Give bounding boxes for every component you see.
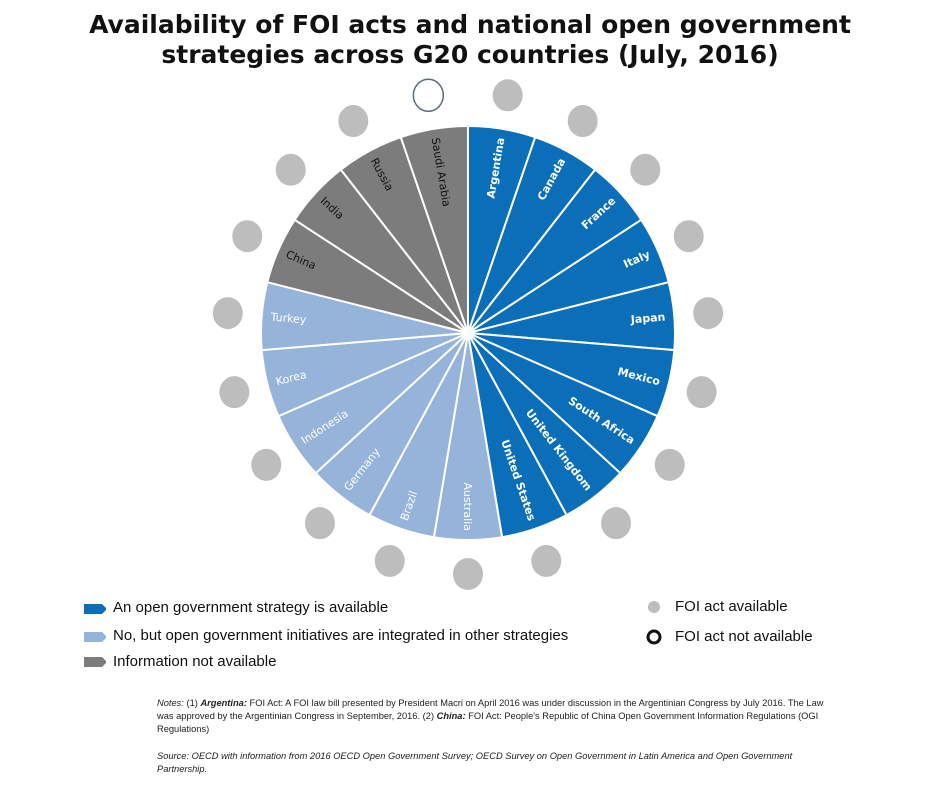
- foi-dot-mexico: [686, 376, 717, 409]
- legend-integrated-swatch: [84, 632, 106, 642]
- legend-foi-not-available-label: FOI act not available: [675, 628, 813, 645]
- slice-saudi-arabia: [399, 124, 469, 334]
- foi-dot-russia: [338, 105, 369, 138]
- legend-foi-available-label: FOI act available: [675, 598, 788, 615]
- foi-dot-turkey: [212, 297, 243, 330]
- foi-dot-brazil: [374, 544, 405, 577]
- foi-dot-indonesia: [251, 448, 282, 481]
- foi-dot-italy: [673, 220, 704, 253]
- notes-n1: (1): [186, 698, 198, 708]
- foi-dot-korea: [219, 376, 250, 409]
- legend-not-available-label: Information not available: [113, 653, 277, 670]
- notes-china-text: FOI Act: People's Republic of China Open…: [157, 711, 819, 734]
- foi-dot-china: [232, 220, 263, 253]
- legend-foi-not-available-ring-icon: [646, 629, 662, 645]
- foi-dot-saudi-arabia: [412, 78, 445, 113]
- title-line-2: strategies across G20 countries (July, 2…: [161, 40, 779, 69]
- notes-argentina-label: Argentina:: [200, 698, 247, 708]
- label-japan: Japan: [629, 311, 666, 327]
- foi-dot-canada: [567, 105, 598, 138]
- source-note: Source: OECD with information from 2016 …: [157, 751, 793, 774]
- notes-paragraph: Notes: (1) Argentina: FOI Act: A FOI law…: [157, 697, 829, 736]
- g20-pie-chart: Argentina CanadaFranceItalyJapanMexicoSou…: [212, 78, 724, 590]
- notes-argentina-text: FOI Act: A FOI law bill presented by Pre…: [157, 698, 824, 721]
- foi-dot-japan: [693, 297, 724, 330]
- legend-not-available-swatch: [84, 657, 106, 667]
- legend-strategy-swatch: [84, 604, 106, 614]
- foi-dot-australia: [453, 558, 483, 590]
- foi-dot-united-kingdom: [601, 507, 632, 540]
- label-turkey: Turkey: [269, 310, 307, 326]
- notes-china-label: China:: [436, 711, 466, 721]
- legend-foi-available-dot-icon: [648, 601, 660, 613]
- foi-dot-france: [630, 153, 661, 186]
- foi-dot-united-states: [531, 544, 562, 577]
- title-line-1: Availability of FOI acts and national op…: [89, 10, 851, 39]
- foi-dot-argentina: [492, 79, 523, 112]
- chart-title: Availability of FOI acts and national op…: [40, 10, 900, 70]
- legend-strategy-label: An open government strategy is available: [113, 599, 389, 616]
- foi-dot-germany: [304, 507, 335, 540]
- notes-n2: (2): [422, 711, 435, 721]
- foi-dot-india: [275, 153, 306, 186]
- label-australia: Australia: [461, 482, 474, 531]
- notes-label: Notes:: [157, 698, 184, 708]
- foi-dot-south-africa: [654, 448, 685, 481]
- legend-integrated-label: No, but open government initiatives are …: [113, 627, 569, 644]
